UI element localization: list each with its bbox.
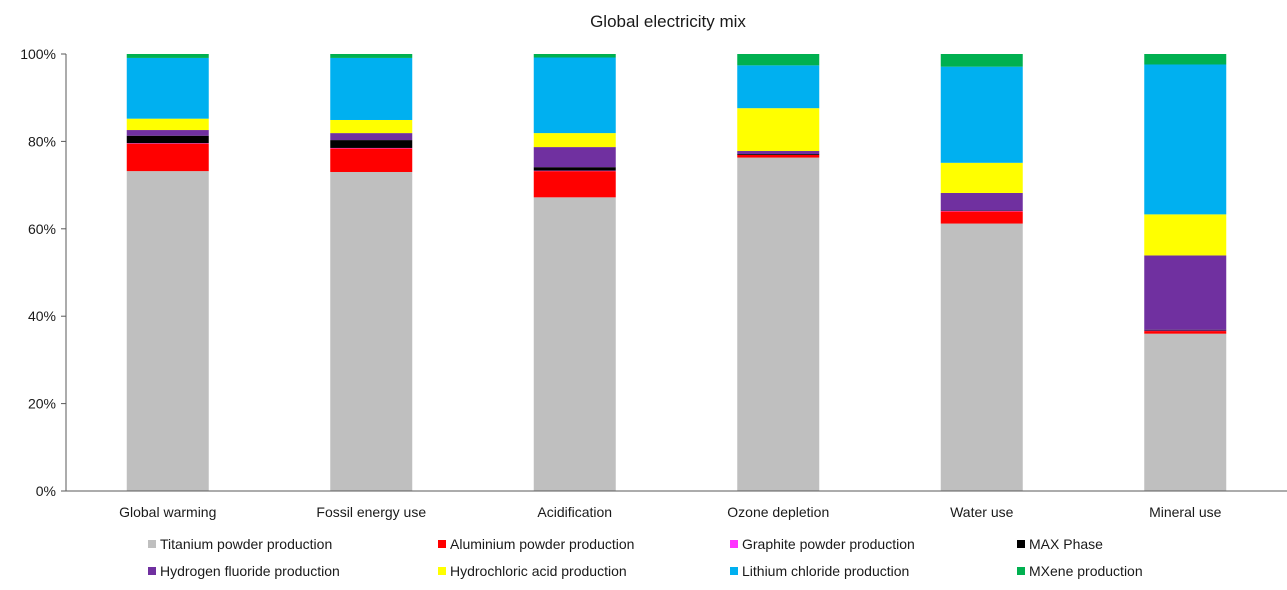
bar-segment: [1144, 255, 1226, 329]
y-tick-label: 20%: [28, 396, 56, 412]
legend-swatch: [1017, 540, 1025, 548]
bar-segment: [127, 119, 209, 130]
y-tick-label: 60%: [28, 221, 56, 237]
bar-segment: [127, 54, 209, 58]
legend-swatch: [730, 567, 738, 575]
legend: Titanium powder production Aluminium powd…: [148, 536, 1143, 579]
chart-title: Global electricity mix: [590, 12, 746, 31]
legend-swatch: [730, 540, 738, 548]
bar-segment: [127, 130, 209, 136]
bar-segment: [941, 211, 1023, 223]
bar-segment: [1144, 330, 1226, 331]
legend-swatch: [438, 540, 446, 548]
y-tick-label: 0%: [36, 483, 56, 499]
legend-label: Lithium chloride production: [742, 563, 909, 579]
legend-label: Titanium powder production: [160, 536, 332, 552]
x-category-label: Mineral use: [1149, 504, 1222, 520]
bar-segment: [941, 54, 1023, 67]
bar-segment: [330, 54, 412, 58]
bar-segment: [941, 193, 1023, 210]
y-tick-label: 100%: [20, 46, 56, 62]
bar-segment: [941, 224, 1023, 491]
bar-segment: [941, 67, 1023, 163]
bar-segment: [737, 158, 819, 491]
x-category-label: Water use: [950, 504, 1013, 520]
bar-segment: [330, 172, 412, 491]
bar-segment: [737, 65, 819, 108]
bar-segment: [330, 148, 412, 172]
bar-segment: [1144, 214, 1226, 255]
bar-segment: [330, 120, 412, 133]
bar-segment: [534, 167, 616, 170]
x-axis-categories: Global warming Fossil energy use Acidifica…: [119, 504, 1222, 520]
legend-label: MXene production: [1029, 563, 1143, 579]
legend-label: Hydrogen fluoride production: [160, 563, 340, 579]
bar-segment: [330, 133, 412, 140]
y-tick-label: 80%: [28, 133, 56, 149]
bars: [127, 54, 1227, 491]
legend-label: Graphite powder production: [742, 536, 915, 552]
bar-segment: [1144, 334, 1226, 491]
y-axis-ticks: 0% 20% 40% 60% 80% 100%: [20, 46, 66, 499]
x-category-label: Ozone depletion: [727, 504, 829, 520]
bar-segment: [534, 57, 616, 133]
bar-segment: [737, 151, 819, 154]
legend-swatch: [148, 540, 156, 548]
y-tick-label: 40%: [28, 308, 56, 324]
bar-segment: [127, 171, 209, 491]
legend-swatch: [148, 567, 156, 575]
bar-segment: [737, 108, 819, 151]
legend-swatch: [1017, 567, 1025, 575]
x-category-label: Fossil energy use: [316, 504, 426, 520]
x-category-label: Acidification: [537, 504, 612, 520]
bar-segment: [1144, 54, 1226, 64]
bar-segment: [1144, 331, 1226, 334]
bar-segment: [127, 136, 209, 143]
bar-segment: [534, 133, 616, 147]
bar-segment: [330, 58, 412, 120]
x-category-label: Global warming: [119, 504, 216, 520]
legend-label: MAX Phase: [1029, 536, 1103, 552]
bar-segment: [737, 155, 819, 158]
legend-label: Aluminium powder production: [450, 536, 634, 552]
bar-segment: [534, 197, 616, 491]
bar-segment: [737, 54, 819, 65]
bar-segment: [534, 54, 616, 57]
bar-segment: [330, 140, 412, 148]
bar-segment: [941, 163, 1023, 193]
bar-segment: [534, 171, 616, 197]
bar-segment: [534, 147, 616, 167]
legend-swatch: [438, 567, 446, 575]
axes: [66, 54, 1287, 491]
bar-segment: [127, 58, 209, 119]
bar-segment: [1144, 64, 1226, 214]
bar-segment: [737, 154, 819, 155]
legend-label: Hydrochloric acid production: [450, 563, 627, 579]
bar-segment: [127, 144, 209, 172]
